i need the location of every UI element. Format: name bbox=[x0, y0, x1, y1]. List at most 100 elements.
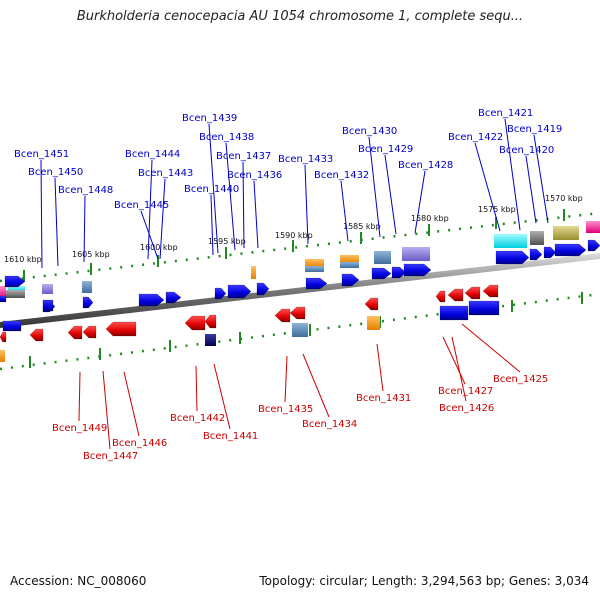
steel-feature bbox=[82, 281, 92, 293]
forward-gene-arrow[interactable] bbox=[341, 273, 360, 287]
forward-gene-arrow[interactable] bbox=[371, 267, 392, 280]
forward-gene-label[interactable]: Bcen_1419 bbox=[507, 124, 562, 135]
forward-gene-label[interactable]: Bcen_1422 bbox=[448, 132, 503, 143]
forward-gene-label[interactable]: Bcen_1436 bbox=[227, 170, 282, 181]
forward-gene-label[interactable]: Bcen_1448 bbox=[58, 185, 113, 196]
purple-feature bbox=[42, 284, 53, 294]
label-leader-line bbox=[304, 164, 309, 245]
forward-gene-arrow[interactable] bbox=[587, 239, 600, 252]
forward-gene-label[interactable]: Bcen_1445 bbox=[114, 200, 169, 211]
label-leader-line bbox=[140, 210, 159, 260]
reverse-gene-label[interactable]: Bcen_1442 bbox=[170, 413, 225, 424]
forward-gene-arrow[interactable] bbox=[495, 250, 530, 265]
forward-gene-label[interactable]: Bcen_1421 bbox=[478, 108, 533, 119]
forward-gene-label[interactable]: Bcen_1430 bbox=[342, 126, 397, 137]
reverse-gene-label[interactable]: Bcen_1427 bbox=[438, 386, 493, 397]
label-leader-line bbox=[442, 336, 466, 385]
olive-feature bbox=[553, 226, 579, 240]
label-leader-line bbox=[284, 355, 288, 403]
forward-gene-block[interactable] bbox=[42, 299, 54, 312]
navy-feature bbox=[205, 334, 216, 346]
reverse-gene-arrow[interactable] bbox=[184, 315, 206, 331]
steel-feature bbox=[340, 262, 359, 268]
forward-gene-label[interactable]: Bcen_1439 bbox=[182, 113, 237, 124]
label-leader-line bbox=[302, 353, 330, 418]
label-leader-line bbox=[54, 177, 59, 267]
reverse-gene-arrow[interactable] bbox=[274, 308, 291, 323]
forward-gene-block[interactable] bbox=[2, 320, 22, 332]
forward-gene-arrow[interactable] bbox=[554, 243, 587, 257]
reverse-gene-arrow[interactable] bbox=[289, 306, 306, 320]
forward-gene-label[interactable]: Bcen_1438 bbox=[199, 132, 254, 143]
forward-gene-arrow[interactable] bbox=[4, 275, 26, 288]
forward-gene-label[interactable]: Bcen_1451 bbox=[14, 149, 69, 160]
forward-gene-arrow[interactable] bbox=[305, 277, 328, 290]
reverse-gene-label[interactable]: Bcen_1425 bbox=[493, 374, 548, 385]
reverse-gene-arrow[interactable] bbox=[204, 314, 217, 329]
label-leader-line bbox=[414, 170, 426, 234]
label-leader-line bbox=[40, 159, 43, 269]
label-leader-line bbox=[210, 194, 214, 256]
label-leader-line bbox=[213, 363, 231, 430]
reverse-gene-arrow[interactable] bbox=[435, 290, 446, 303]
forward-gene-arrow[interactable] bbox=[543, 246, 557, 259]
forward-gene-label[interactable]: Bcen_1432 bbox=[314, 170, 369, 181]
accession-text: Accession: NC_008060 bbox=[10, 574, 147, 588]
forward-gene-label[interactable]: Bcen_1444 bbox=[125, 149, 180, 160]
label-leader-line bbox=[208, 123, 219, 254]
forward-gene-block[interactable] bbox=[439, 305, 469, 321]
reverse-gene-arrow[interactable] bbox=[482, 284, 499, 298]
upper-scale-line bbox=[0, 211, 600, 283]
forward-gene-label[interactable]: Bcen_1437 bbox=[216, 151, 271, 162]
forward-gene-label[interactable]: Bcen_1429 bbox=[358, 144, 413, 155]
label-leader-line bbox=[78, 371, 81, 422]
forward-gene-label[interactable]: Bcen_1433 bbox=[278, 154, 333, 165]
reverse-gene-arrow[interactable] bbox=[67, 325, 83, 340]
reverse-gene-arrow[interactable] bbox=[464, 286, 481, 300]
forward-gene-label[interactable]: Bcen_1450 bbox=[28, 167, 83, 178]
forward-gene-label[interactable]: Bcen_1420 bbox=[499, 145, 554, 156]
reverse-gene-arrow[interactable] bbox=[29, 328, 44, 342]
forward-gene-block[interactable] bbox=[468, 300, 500, 316]
reverse-gene-arrow[interactable] bbox=[0, 331, 7, 343]
reverse-gene-arrow[interactable] bbox=[364, 297, 379, 311]
orange-feature bbox=[251, 266, 256, 279]
scale-label: 1595 kbp bbox=[208, 237, 246, 246]
gray-feature bbox=[3, 290, 25, 298]
label-leader-line bbox=[253, 180, 259, 249]
reverse-gene-label[interactable]: Bcen_1426 bbox=[439, 403, 494, 414]
reverse-gene-label[interactable]: Bcen_1431 bbox=[356, 393, 411, 404]
reverse-gene-arrow[interactable] bbox=[447, 288, 464, 302]
chromosome-backbone bbox=[0, 253, 600, 328]
forward-gene-block[interactable] bbox=[0, 295, 7, 303]
forward-gene-arrow[interactable] bbox=[82, 296, 94, 309]
forward-gene-label[interactable]: Bcen_1428 bbox=[398, 160, 453, 171]
forward-gene-arrow[interactable] bbox=[214, 287, 227, 300]
reverse-gene-label[interactable]: Bcen_1446 bbox=[112, 438, 167, 449]
reverse-gene-arrow[interactable] bbox=[82, 325, 97, 339]
reverse-gene-label[interactable]: Bcen_1447 bbox=[83, 451, 138, 462]
label-leader-line bbox=[225, 142, 236, 251]
forward-gene-label[interactable]: Bcen_1443 bbox=[138, 168, 193, 179]
reverse-gene-arrow[interactable] bbox=[105, 321, 137, 337]
reverse-gene-label[interactable]: Bcen_1441 bbox=[203, 431, 258, 442]
reverse-gene-label[interactable]: Bcen_1434 bbox=[302, 419, 357, 430]
genome-summary-text: Topology: circular; Length: 3,294,563 bp… bbox=[259, 574, 589, 588]
scale-label: 1600 kbp bbox=[140, 243, 178, 252]
label-leader-line bbox=[376, 343, 384, 392]
label-leader-line bbox=[147, 159, 153, 260]
reverse-gene-label[interactable]: Bcen_1449 bbox=[52, 423, 107, 434]
orange-feature bbox=[340, 255, 359, 263]
reverse-gene-label[interactable]: Bcen_1435 bbox=[258, 404, 313, 415]
forward-gene-arrow[interactable] bbox=[391, 266, 407, 279]
forward-gene-arrow[interactable] bbox=[165, 291, 182, 304]
forward-gene-arrow[interactable] bbox=[256, 282, 270, 296]
label-leader-line bbox=[242, 161, 245, 249]
label-leader-line bbox=[159, 178, 166, 260]
forward-gene-arrow[interactable] bbox=[138, 293, 165, 307]
forward-gene-arrow[interactable] bbox=[403, 263, 432, 277]
forward-gene-label[interactable]: Bcen_1440 bbox=[184, 184, 239, 195]
forward-gene-arrow[interactable] bbox=[227, 284, 252, 299]
forward-gene-arrow[interactable] bbox=[529, 248, 543, 261]
